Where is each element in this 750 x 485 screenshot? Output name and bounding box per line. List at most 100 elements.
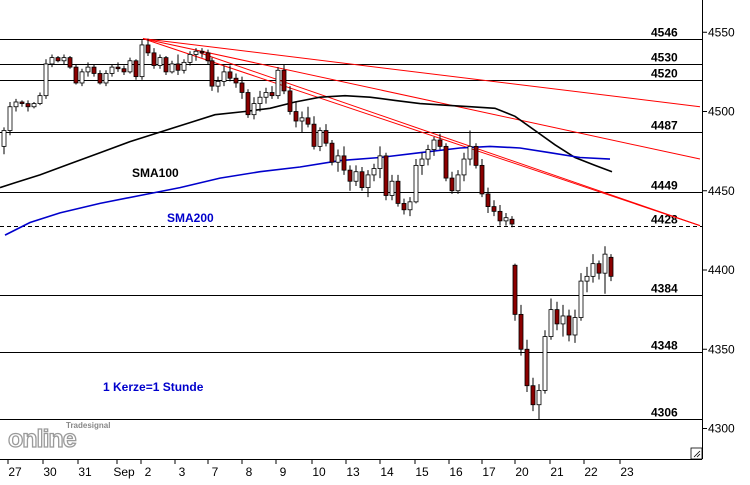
candle xyxy=(536,384,542,419)
candle xyxy=(590,254,596,283)
candle-body xyxy=(145,44,151,54)
candle-body xyxy=(73,66,79,84)
candle xyxy=(299,111,305,133)
candle xyxy=(175,54,181,76)
candle-body xyxy=(548,309,554,337)
candle xyxy=(311,116,317,150)
x-tick-label: 27 xyxy=(8,465,22,479)
candle xyxy=(239,76,245,99)
resize-grip-icon xyxy=(693,450,701,458)
candle xyxy=(554,301,560,331)
candle xyxy=(449,171,455,194)
timeframe-note: 1 Kerze=1 Stunde xyxy=(103,380,204,394)
candle-body xyxy=(97,73,103,84)
candle-body xyxy=(127,60,133,73)
candle-body xyxy=(572,317,578,336)
candle-body xyxy=(115,66,121,70)
trendlines xyxy=(142,38,701,227)
y-tick-label: 4550 xyxy=(708,25,735,39)
candle-body xyxy=(221,71,227,82)
candle-body xyxy=(497,210,503,222)
candle xyxy=(512,263,518,321)
candle xyxy=(377,146,383,179)
candle-body xyxy=(193,50,199,55)
candle xyxy=(305,106,311,128)
candle-body xyxy=(341,155,347,171)
candle-body xyxy=(518,313,524,350)
candle-body xyxy=(590,263,596,277)
candle-body xyxy=(335,155,341,163)
candle-body xyxy=(455,174,461,192)
candle xyxy=(169,60,175,74)
candle xyxy=(407,197,413,217)
candle-body xyxy=(61,57,67,62)
candle xyxy=(365,170,371,198)
candle-body xyxy=(329,142,335,163)
candle-body xyxy=(251,103,257,116)
logo-small-text: Tradesignal xyxy=(66,421,110,430)
candle xyxy=(103,70,109,87)
candle xyxy=(608,254,614,282)
candle-body xyxy=(79,71,85,84)
candle-body xyxy=(109,66,115,74)
candle xyxy=(293,101,299,128)
candle xyxy=(596,260,602,280)
candle-body xyxy=(461,158,467,176)
candle-body xyxy=(151,52,157,66)
candle xyxy=(548,298,554,340)
candle xyxy=(359,166,365,191)
moving-averages xyxy=(0,94,613,236)
candle xyxy=(209,57,215,91)
candle-body xyxy=(413,164,419,203)
candle-body xyxy=(13,101,19,108)
level-label-4348: 4348 xyxy=(651,339,678,353)
candle xyxy=(19,100,25,107)
candle xyxy=(341,146,347,175)
candle-body xyxy=(317,130,323,147)
candle xyxy=(61,54,67,64)
candle xyxy=(269,86,275,99)
candle xyxy=(133,59,139,80)
x-tick-label: 16 xyxy=(449,465,463,479)
candle-body xyxy=(311,123,317,147)
candle-body xyxy=(479,164,485,195)
candle xyxy=(419,152,425,175)
x-tick-label: 30 xyxy=(43,465,57,479)
level-label-4520: 4520 xyxy=(651,67,678,81)
candle-body xyxy=(227,71,233,79)
candle-body xyxy=(163,57,169,73)
candle xyxy=(215,76,221,93)
candle xyxy=(455,170,461,194)
candle-body xyxy=(449,177,455,192)
candlesticks xyxy=(1,38,614,419)
candle-body xyxy=(560,315,566,325)
candle xyxy=(329,140,335,166)
candle-body xyxy=(305,117,311,125)
candle xyxy=(479,159,485,198)
candle xyxy=(257,90,263,112)
candle xyxy=(67,56,73,69)
candle-body xyxy=(554,309,560,325)
candle xyxy=(245,89,251,118)
x-tick-label: Sep xyxy=(113,465,135,479)
candle-body xyxy=(509,218,515,225)
x-tick-label: 22 xyxy=(584,465,598,479)
candle xyxy=(437,133,443,150)
tradesignal-logo: Tradesignal online xyxy=(7,421,110,454)
candle xyxy=(335,149,341,172)
candle xyxy=(1,127,7,155)
candle-body xyxy=(347,169,353,182)
candle xyxy=(503,212,509,226)
candle-body xyxy=(578,280,584,318)
candle xyxy=(7,101,13,136)
candle xyxy=(602,246,608,294)
resize-handle[interactable] xyxy=(690,447,703,460)
candle xyxy=(323,124,329,147)
candle-body xyxy=(419,158,425,166)
candle xyxy=(275,67,281,99)
candle xyxy=(518,304,524,356)
candle-body xyxy=(437,139,443,147)
candle-body xyxy=(49,57,55,65)
